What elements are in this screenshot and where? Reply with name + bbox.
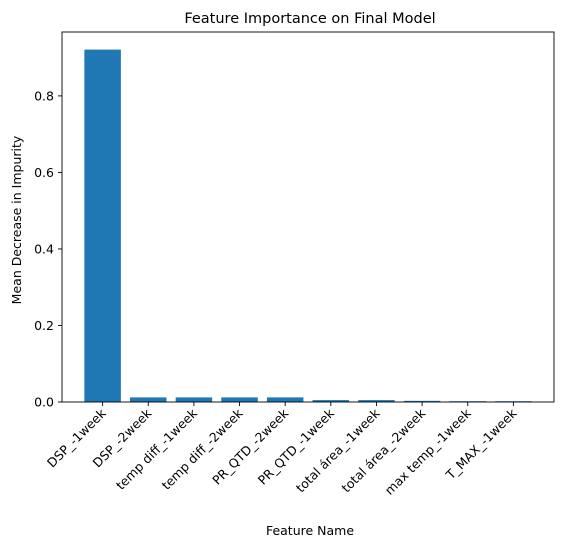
x-tick-label: temp diff_-1week [113,405,201,493]
bar-2 [130,397,167,402]
y-tick-label: 0.0 [34,395,54,410]
x-tick-label: max temp_-1week [382,405,475,498]
plot-frame [61,31,555,403]
y-tick-label: 0.4 [34,241,54,256]
bar-3 [175,397,213,402]
x-tick-label: total área_-1week [293,405,383,495]
bar-4 [221,397,258,402]
x-tick-label: temp diff_-2week [158,405,246,493]
y-axis-label: Mean Decrease in Impurity [9,135,24,304]
chart-title: Feature Importance on Final Model [184,11,435,27]
bar-8 [403,400,441,402]
y-tick-label: 0.6 [34,165,54,180]
x-tick-label: PR_QTD_-2week [209,405,292,488]
plot-area: 0.00.20.40.60.8DSP_-1weekDSP_-2weektemp … [34,31,555,498]
y-tick-label: 0.2 [34,318,54,333]
x-axis-label: Feature Name [266,523,354,538]
y-tick-label: 0.8 [34,88,54,103]
bar-1 [84,49,121,402]
bar-6 [312,400,350,402]
bar-5 [266,397,304,402]
x-tick-label: total área_-2week [338,405,428,495]
bar-7 [358,400,395,402]
x-tick-label: PR_QTD_-1week [255,405,338,488]
